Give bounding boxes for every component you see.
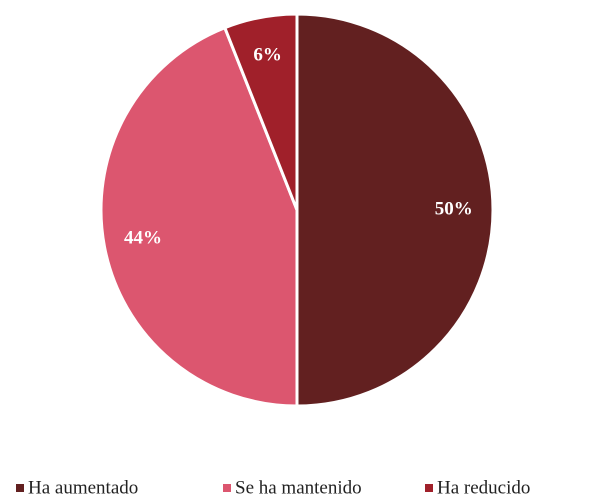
data-label: 6% xyxy=(253,44,282,65)
data-label: 50% xyxy=(435,198,473,219)
pie-slice xyxy=(295,12,495,408)
pie-slice xyxy=(99,25,299,408)
legend-label: Se ha mantenido xyxy=(235,477,362,498)
legend-label: Ha reducido xyxy=(437,477,530,498)
legend-swatch xyxy=(16,484,24,492)
data-label: 44% xyxy=(124,228,162,249)
pie-slice xyxy=(222,12,299,211)
legend-swatch xyxy=(425,484,433,492)
legend-label: Ha aumentado xyxy=(28,477,138,498)
legend-swatch xyxy=(223,484,231,492)
